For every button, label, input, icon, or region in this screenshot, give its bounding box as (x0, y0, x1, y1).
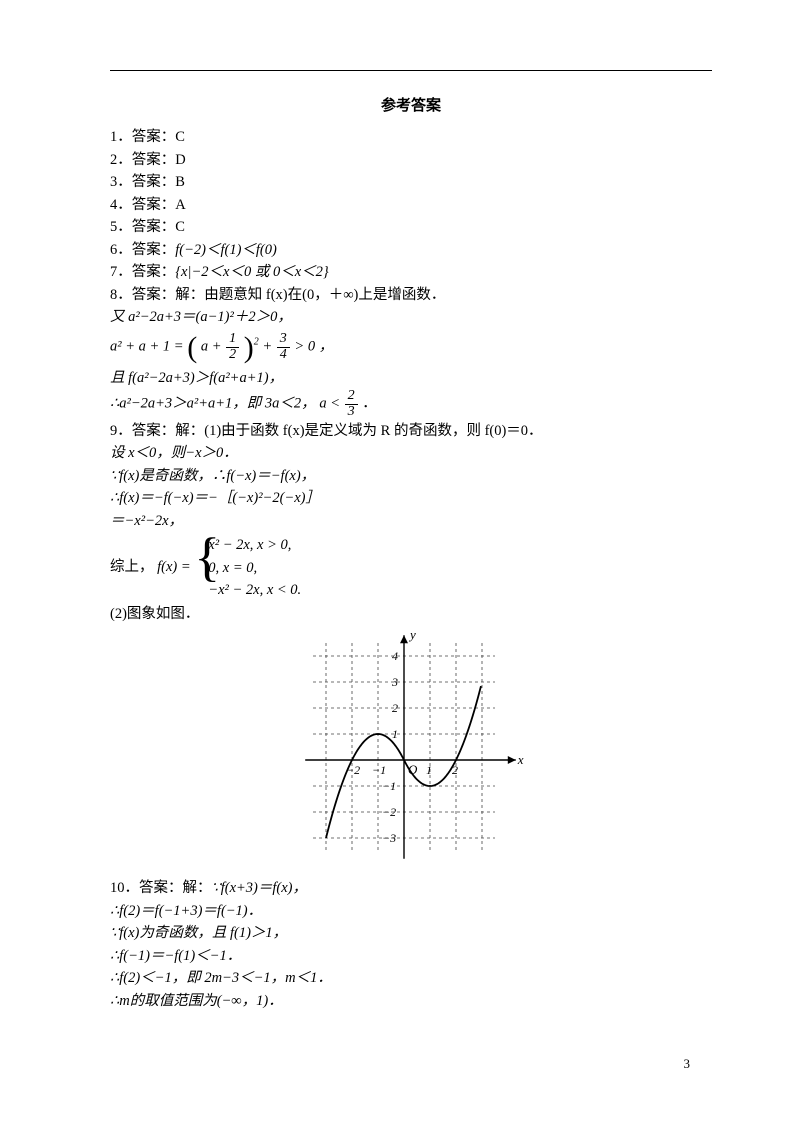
svg-text:−1: −1 (372, 763, 386, 777)
num: 5． (110, 219, 132, 235)
num: 9． (110, 423, 132, 439)
line: 综上， f(x) = { x² − 2x, x > 0, 0, x = 0, −… (110, 534, 712, 601)
answer-row: 8．答案：解：由题意知 f(x)在(0，＋∞)上是增函数． (110, 284, 712, 306)
line: ∴m的取值范围为(−∞，1)． (110, 990, 712, 1012)
label: 答案： (132, 129, 176, 145)
text: ∵f(x+3)＝f(x)， (212, 880, 308, 896)
value: {x|−2＜x＜0 或 0＜x＜2} (175, 264, 328, 280)
svg-text:2: 2 (392, 701, 398, 715)
answer-row: 4．答案：A (110, 194, 712, 216)
label: 答案： (132, 219, 176, 235)
text: a < (319, 396, 343, 412)
num: 6． (110, 242, 132, 258)
label: 答案： (132, 152, 176, 168)
value: D (175, 152, 185, 168)
text: 综上， (110, 559, 154, 575)
text: ． (362, 396, 377, 412)
line: (2)图象如图． (110, 603, 712, 625)
line: ∵f(x)是奇函数，∴f(−x)＝−f(x)， (110, 465, 712, 487)
text: + (262, 339, 275, 355)
answer-row: 5．答案：C (110, 216, 712, 238)
value: f(−2)＜f(1)＜f(0) (175, 242, 277, 258)
label: 答案： (132, 174, 176, 190)
text: (1)由于函数 f(x)是定义域为 R 的奇函数，则 f(0)＝0． (204, 423, 542, 439)
text: f(x) = (157, 559, 194, 575)
fraction: 12 (226, 332, 239, 362)
sup: 2 (254, 337, 259, 348)
value: 由题意知 f(x)在(0，＋∞)上是增函数． (204, 287, 445, 303)
fraction: 34 (277, 332, 290, 362)
text: ∴a²−2a+3＞a²+a+1，即 3a＜2， (110, 396, 316, 412)
value: C (175, 129, 185, 145)
num: 4． (110, 197, 132, 213)
svg-text:−1: −1 (382, 779, 396, 793)
graph-container: −2−112−3−2−11234Oxy (110, 628, 712, 875)
num: 10． (110, 880, 139, 896)
answer-row: 2．答案：D (110, 149, 712, 171)
value: A (175, 197, 185, 213)
answer-row: 9．答案：解：(1)由于函数 f(x)是定义域为 R 的奇函数，则 f(0)＝0… (110, 420, 712, 442)
title: 参考答案 (110, 95, 712, 118)
equation: a² + a + 1 = ( a + 12 )2 + 34 > 0 ， (110, 332, 712, 362)
piece-row: −x² − 2x, x < 0. (208, 579, 301, 601)
value: B (175, 174, 185, 190)
label: 答案：解： (139, 880, 212, 896)
line: ∴f(x)＝−f(−x)＝−［(−x)²−2(−x)］ (110, 487, 712, 509)
num: 3． (110, 174, 132, 190)
answer-row: 6．答案：f(−2)＜f(1)＜f(0) (110, 239, 712, 261)
num: 8． (110, 287, 132, 303)
text: a + (201, 339, 225, 355)
label: 答案： (132, 197, 176, 213)
top-rule (110, 70, 712, 71)
line: ∵f(x)为奇函数，且 f(1)＞1， (110, 922, 712, 944)
page-number: 3 (684, 1056, 691, 1072)
line: ∴f(2)＝f(−1+3)＝f(−1)． (110, 900, 712, 922)
piecewise: { x² − 2x, x > 0, 0, x = 0, −x² − 2x, x … (194, 534, 301, 601)
text: > 0 ， (294, 339, 333, 355)
svg-text:3: 3 (391, 675, 398, 689)
label: 答案：解： (132, 423, 205, 439)
value: C (175, 219, 185, 235)
svg-text:1: 1 (426, 763, 432, 777)
line: ∴f(2)＜−1，即 2m−3＜−1，m＜1． (110, 967, 712, 989)
svg-text:y: y (408, 628, 416, 642)
num: 2． (110, 152, 132, 168)
svg-text:x: x (517, 752, 524, 767)
text: a² + a + 1 = (110, 339, 187, 355)
svg-text:1: 1 (392, 727, 398, 741)
line: ∴a²−2a+3＞a²+a+1，即 3a＜2， a < 23 ． (110, 389, 712, 419)
line: 又 a²−2a+3＝(a−1)²＋2＞0， (110, 306, 712, 328)
answer-row: 1．答案：C (110, 126, 712, 148)
answer-row: 3．答案：B (110, 171, 712, 193)
line: ∴f(−1)＝−f(1)＜−1． (110, 945, 712, 967)
page: 参考答案 1．答案：C 2．答案：D 3．答案：B 4．答案：A 5．答案：C … (0, 0, 800, 1052)
label: 答案： (132, 242, 176, 258)
line: 且 f(a²−2a+3)＞f(a²+a+1)， (110, 367, 712, 389)
piece-row: x² − 2x, x > 0, (208, 534, 301, 556)
answer-row: 10．答案：解：∵f(x+3)＝f(x)， (110, 877, 712, 899)
answer-row: 7．答案：{x|−2＜x＜0 或 0＜x＜2} (110, 261, 712, 283)
line: 设 x＜0，则−x＞0． (110, 442, 712, 464)
rparen-icon: ) (244, 334, 254, 361)
brace-icon: { (194, 530, 220, 584)
svg-text:4: 4 (392, 649, 398, 663)
label: 答案：解： (132, 287, 205, 303)
num: 1． (110, 129, 132, 145)
num: 7． (110, 264, 132, 280)
label: 答案： (132, 264, 176, 280)
lparen-icon: ( (187, 334, 197, 361)
piece-row: 0, x = 0, (208, 557, 301, 579)
fraction: 23 (345, 389, 358, 419)
function-graph: −2−112−3−2−11234Oxy (294, 628, 528, 868)
svg-text:−3: −3 (382, 831, 396, 845)
svg-text:−2: −2 (382, 805, 396, 819)
